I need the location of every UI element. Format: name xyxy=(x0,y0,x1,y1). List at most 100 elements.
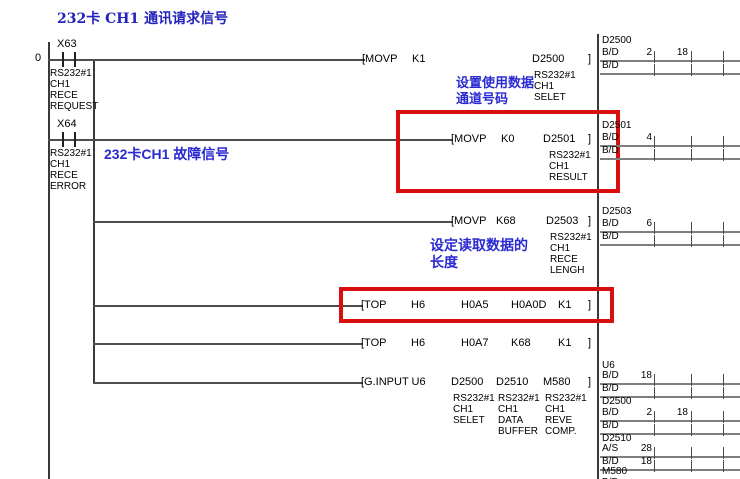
instr-movp2-close: ] xyxy=(588,133,592,145)
grid-tick xyxy=(654,136,655,148)
instr-movp1-arg1[interactable]: K1 xyxy=(412,53,426,65)
monitor-row[interactable]: B/D xyxy=(600,383,740,399)
monitor-row[interactable]: B/D xyxy=(600,420,740,436)
grid-tick xyxy=(723,374,724,386)
instr-movp2-arg1[interactable]: K0 xyxy=(501,133,515,145)
monitor-value: 18 xyxy=(676,407,688,418)
instr-movp2-arg2[interactable]: D2501 xyxy=(543,133,576,145)
comment-line: RESULT xyxy=(549,172,588,183)
grid-tick xyxy=(691,51,692,63)
instr-top2-close: ] xyxy=(588,337,592,349)
monitor-row-label: B/D xyxy=(602,47,619,58)
monitor-row-label: B/D xyxy=(602,218,619,229)
rung-line-5 xyxy=(93,343,363,345)
monitor-row[interactable]: B/D 18 xyxy=(600,456,740,472)
grid-tick xyxy=(723,149,724,161)
instr-top2-arg3[interactable]: K68 xyxy=(511,337,531,349)
monitor-row-label: B/D xyxy=(602,145,619,156)
comment-line: RS232#1 xyxy=(534,70,576,81)
grid-tick xyxy=(691,149,692,161)
monitor-device-name[interactable]: D2510 xyxy=(602,433,632,444)
comment-line: DATA xyxy=(498,415,524,426)
monitor-value: 28 xyxy=(640,443,652,454)
note-error-signal: 232卡CH1 故障信号 xyxy=(104,146,230,162)
comment-line: CH1 xyxy=(453,404,474,415)
monitor-row[interactable]: B/D 2 18 xyxy=(600,407,740,423)
instr-top1-arg4[interactable]: K1 xyxy=(558,299,572,311)
grid-tick xyxy=(723,222,724,234)
instr-top2-arg2[interactable]: H0A7 xyxy=(461,337,489,349)
monitor-row[interactable]: B/D 4 xyxy=(600,132,740,148)
monitor-device-name[interactable]: D2500 xyxy=(602,396,632,407)
instr-ginput-arg1[interactable]: D2500 xyxy=(451,376,484,388)
instr-movp1-op[interactable]: [MOVP xyxy=(362,53,398,65)
instr-ginput-arg2[interactable]: D2510 xyxy=(496,376,529,388)
monitor-row[interactable]: B/D 6 xyxy=(600,218,740,234)
instr-movp1-close: ] xyxy=(588,53,592,65)
comment-line: COMP. xyxy=(545,426,577,437)
instr-top2-arg4[interactable]: K1 xyxy=(558,337,572,349)
contact-icon[interactable] xyxy=(74,132,76,147)
contact-icon[interactable] xyxy=(62,52,64,67)
comment-line: RECE xyxy=(50,170,78,181)
rung-line-6 xyxy=(93,382,363,384)
grid-tick xyxy=(691,411,692,423)
contact-icon[interactable] xyxy=(74,52,76,67)
grid-tick xyxy=(691,235,692,247)
instr-top1-arg2[interactable]: H0A5 xyxy=(461,299,489,311)
instr-ginput-op[interactable]: [G.INPUT U6 xyxy=(361,376,426,388)
monitor-row[interactable]: B/D 2 18 xyxy=(600,47,740,63)
instr-top2-op[interactable]: [TOP xyxy=(361,337,387,349)
monitor-value: 18 xyxy=(640,456,652,467)
monitor-row-label: B/D xyxy=(602,60,619,71)
instr-top2-arg1[interactable]: H6 xyxy=(411,337,426,349)
comment-line: RS232#1 xyxy=(545,393,587,404)
monitor-row[interactable]: B/D xyxy=(600,145,740,161)
monitor-row[interactable]: B/D xyxy=(600,477,740,479)
instr-top1-arg1[interactable]: H6 xyxy=(411,299,426,311)
monitor-row-label: B/D xyxy=(602,132,619,143)
instr-movp3-arg2[interactable]: D2503 xyxy=(546,215,579,227)
grid-tick xyxy=(691,447,692,459)
device-comment-d2500: RS232#1 CH1 SELET xyxy=(534,70,576,103)
comment-line: RS232#1 xyxy=(453,393,495,404)
comment-line: RS232#1 xyxy=(549,150,591,161)
monitor-row[interactable]: B/D 18 xyxy=(600,370,740,386)
contact-x64-label[interactable]: X64 xyxy=(57,118,77,130)
monitor-row[interactable]: B/D xyxy=(600,60,740,76)
instr-ginput-arg3[interactable]: M580 xyxy=(543,376,571,388)
instr-movp3-op[interactable]: [MOVP xyxy=(451,215,487,227)
monitor-row-label: B/D xyxy=(602,420,619,431)
device-comment-d2503: RS232#1 CH1 RECE LENGH xyxy=(550,232,592,276)
grid-tick xyxy=(691,222,692,234)
contact-x63-comment: RS232#1 CH1 RECE REQUEST xyxy=(50,68,98,112)
monitor-device-name[interactable]: M580 xyxy=(602,466,628,477)
grid-tick xyxy=(691,387,692,399)
contact-icon[interactable] xyxy=(62,132,64,147)
monitor-row[interactable]: A/S 28 xyxy=(600,443,740,459)
monitor-device-name[interactable]: D2500 xyxy=(602,35,632,46)
contact-x63-label[interactable]: X63 xyxy=(57,38,77,50)
left-power-rail xyxy=(48,42,50,479)
instr-top1-close: ] xyxy=(588,299,592,311)
grid-tick xyxy=(723,136,724,148)
comment-line: CH1 xyxy=(545,404,566,415)
instr-top1-arg3[interactable]: H0A0D xyxy=(511,299,547,311)
comment-line: CH1 xyxy=(50,79,71,90)
grid-tick xyxy=(723,51,724,63)
contact-x64-comment: RS232#1 CH1 RECE ERROR xyxy=(50,148,92,192)
grid-tick xyxy=(654,374,655,386)
comment-line: SELET xyxy=(534,92,566,103)
monitor-device-name[interactable]: D2503 xyxy=(602,206,632,217)
comment-line: RS232#1 xyxy=(498,393,540,404)
instr-movp3-arg1[interactable]: K68 xyxy=(496,215,516,227)
monitor-device-name[interactable]: D2501 xyxy=(602,120,632,131)
instr-top1-op[interactable]: [TOP xyxy=(361,299,387,311)
instr-movp2-op[interactable]: [MOVP xyxy=(451,133,487,145)
comment-line: SELET xyxy=(453,415,485,426)
monitor-row[interactable]: B/D xyxy=(600,231,740,247)
grid-tick xyxy=(654,235,655,247)
instr-movp1-arg2[interactable]: D2500 xyxy=(532,53,565,65)
monitor-device-name[interactable]: U6 xyxy=(602,360,615,371)
grid-tick xyxy=(654,447,655,459)
